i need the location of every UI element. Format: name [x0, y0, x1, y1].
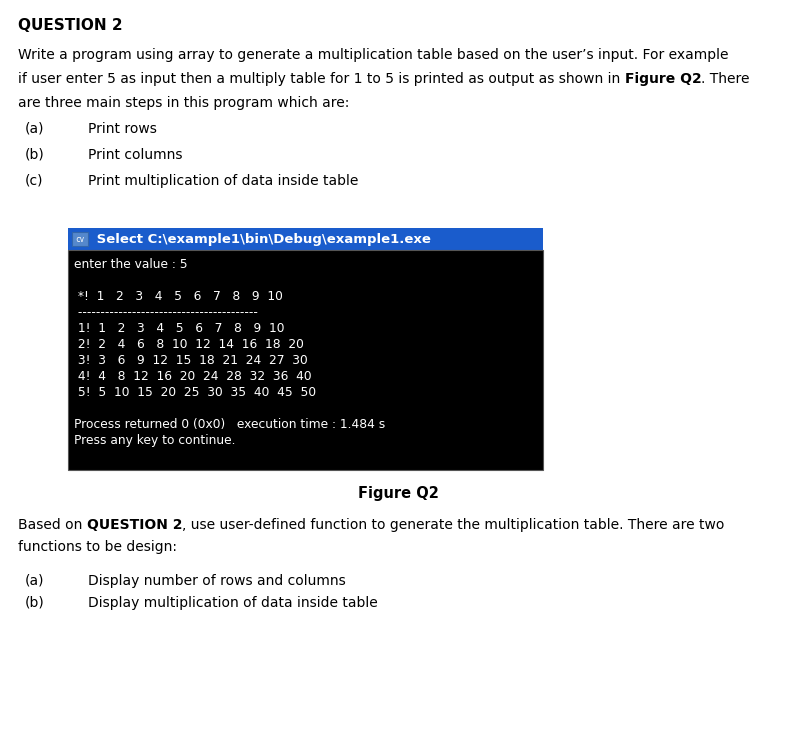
Text: Display multiplication of data inside table: Display multiplication of data inside ta…	[88, 596, 378, 610]
Text: , use user-defined function to generate the multiplication table. There are two: , use user-defined function to generate …	[183, 518, 724, 532]
Text: Print columns: Print columns	[88, 148, 183, 162]
Text: Write a program using array to generate a multiplication table based on the user: Write a program using array to generate …	[18, 48, 728, 62]
FancyBboxPatch shape	[68, 228, 543, 250]
Text: 4!  4   8  12  16  20  24  28  32  36  40: 4! 4 8 12 16 20 24 28 32 36 40	[74, 370, 312, 383]
Text: 3!  3   6   9  12  15  18  21  24  27  30: 3! 3 6 9 12 15 18 21 24 27 30	[74, 354, 308, 367]
Text: (a): (a)	[25, 574, 45, 588]
Text: 5!  5  10  15  20  25  30  35  40  45  50: 5! 5 10 15 20 25 30 35 40 45 50	[74, 386, 316, 399]
Text: Process returned 0 (0x0)   execution time : 1.484 s: Process returned 0 (0x0) execution time …	[74, 418, 385, 431]
Text: 2!  2   4   6   8  10  12  14  16  18  20: 2! 2 4 6 8 10 12 14 16 18 20	[74, 338, 304, 351]
Text: (b): (b)	[25, 148, 45, 162]
Text: (b): (b)	[25, 596, 45, 610]
Text: QUESTION 2: QUESTION 2	[87, 518, 183, 532]
Text: Figure Q2: Figure Q2	[625, 72, 701, 86]
Text: enter the value : 5: enter the value : 5	[74, 258, 187, 271]
Text: functions to be design:: functions to be design:	[18, 540, 177, 554]
Text: Select C:\example1\bin\Debug\example1.exe: Select C:\example1\bin\Debug\example1.ex…	[92, 232, 431, 246]
Text: 1!  1   2   3   4   5   6   7   8   9  10: 1! 1 2 3 4 5 6 7 8 9 10	[74, 322, 285, 335]
Text: (c): (c)	[25, 174, 44, 188]
Text: are three main steps in this program which are:: are three main steps in this program whi…	[18, 96, 349, 110]
Text: if user enter 5 as input then a multiply table for 1 to 5 is printed as output a: if user enter 5 as input then a multiply…	[18, 72, 625, 86]
Text: Figure Q2: Figure Q2	[358, 486, 439, 501]
FancyBboxPatch shape	[68, 250, 543, 470]
Text: QUESTION 2: QUESTION 2	[18, 18, 123, 33]
Text: *!  1   2   3   4   5   6   7   8   9  10: *! 1 2 3 4 5 6 7 8 9 10	[74, 290, 283, 303]
Text: Based on: Based on	[18, 518, 87, 532]
Text: cv: cv	[76, 235, 84, 244]
Text: Press any key to continue.: Press any key to continue.	[74, 434, 235, 447]
FancyBboxPatch shape	[72, 232, 88, 246]
Text: (a): (a)	[25, 122, 45, 136]
Text: ----------------------------------------: ----------------------------------------	[74, 306, 258, 319]
Text: Print multiplication of data inside table: Print multiplication of data inside tabl…	[88, 174, 359, 188]
Text: Display number of rows and columns: Display number of rows and columns	[88, 574, 346, 588]
Text: . There: . There	[701, 72, 750, 86]
Text: Print rows: Print rows	[88, 122, 157, 136]
